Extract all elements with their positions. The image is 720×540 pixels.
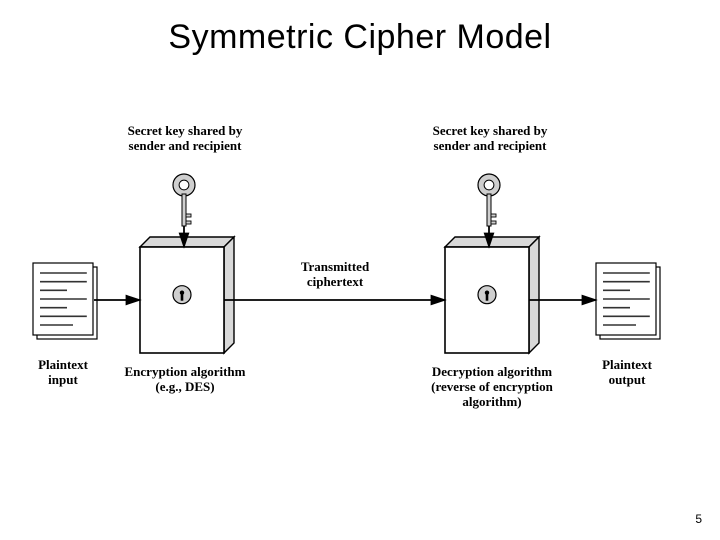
- transmitted-label: Transmitted ciphertext: [280, 260, 390, 290]
- plaintext-output-label: Plaintext output: [582, 358, 672, 388]
- diagram-svg: [0, 120, 720, 490]
- plaintext-input-2: input: [48, 372, 78, 387]
- cipher-diagram: Secret key shared by sender and recipien…: [0, 120, 720, 490]
- plaintext-output-2: output: [609, 372, 646, 387]
- plaintext-input-label: Plaintext input: [18, 358, 108, 388]
- plaintext-input-1: Plaintext: [38, 357, 88, 372]
- page-number: 5: [695, 512, 702, 526]
- dec-line1: Decryption algorithm: [432, 364, 552, 379]
- secret-key-label-right: Secret key shared by sender and recipien…: [415, 124, 565, 154]
- enc-line1: Encryption algorithm: [125, 364, 246, 379]
- secret-key-label-left: Secret key shared by sender and recipien…: [110, 124, 260, 154]
- enc-line2: (e.g., DES): [155, 379, 214, 394]
- plaintext-output-1: Plaintext: [602, 357, 652, 372]
- encryption-label: Encryption algorithm (e.g., DES): [110, 365, 260, 395]
- dec-line2: (reverse of encryption: [431, 379, 553, 394]
- page-title: Symmetric Cipher Model: [0, 18, 720, 57]
- decryption-label: Decryption algorithm (reverse of encrypt…: [413, 365, 571, 410]
- dec-line3: algorithm): [462, 394, 521, 409]
